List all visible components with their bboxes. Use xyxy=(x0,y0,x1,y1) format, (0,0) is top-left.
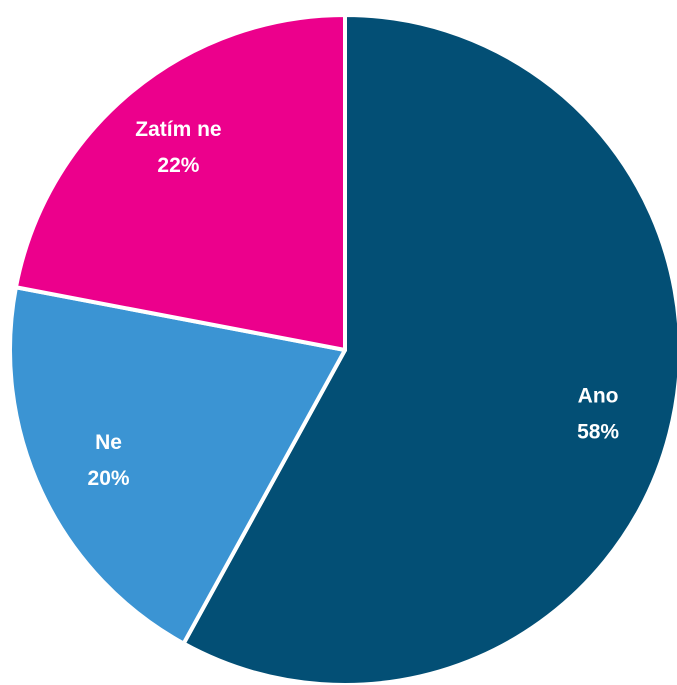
slice-value-label: 22% xyxy=(157,154,199,177)
pie-slice xyxy=(13,13,347,352)
slice-label: Zatím ne xyxy=(135,118,221,141)
slice-label: Ano xyxy=(578,385,619,408)
slice-value-label: 58% xyxy=(577,421,619,444)
slice-value-label: 20% xyxy=(88,467,130,490)
slice-label: Ne xyxy=(95,431,122,454)
pie-slice xyxy=(8,285,347,646)
